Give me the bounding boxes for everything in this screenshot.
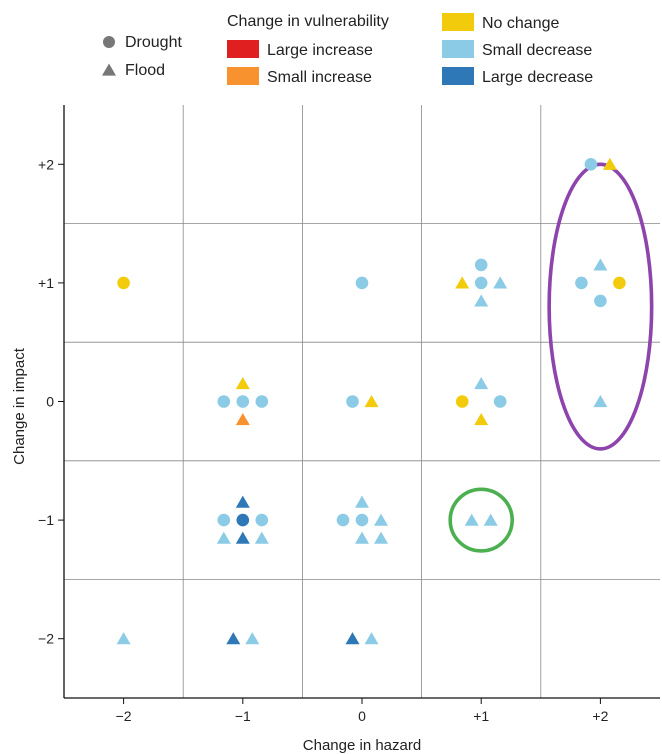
flood-point (355, 495, 369, 508)
drought-point (355, 276, 369, 290)
highlight-ellipse (448, 487, 514, 553)
flood-point (235, 531, 250, 544)
legend-circle-icon (103, 36, 115, 48)
legend-swatch (442, 40, 474, 58)
x-tick-label: +1 (473, 708, 489, 724)
drought-point (346, 395, 359, 408)
flood-point (474, 412, 489, 426)
flood-point (226, 632, 241, 645)
color-legend-title: Change in vulnerability (227, 13, 389, 30)
highlight-ellipse (547, 162, 654, 451)
flood-point (493, 276, 508, 289)
grid (64, 105, 660, 698)
y-tick-label: −2 (38, 631, 54, 647)
y-axis-title: Change in impact (11, 347, 28, 465)
color-legend: Change in vulnerability Large increase Sm… (227, 13, 593, 86)
flood-point (216, 531, 231, 544)
drought-point (236, 513, 250, 527)
flood-point (355, 531, 369, 544)
flood-point (254, 531, 269, 544)
drought-point (217, 513, 231, 527)
flood-point (474, 294, 489, 307)
legend-swatch (442, 13, 474, 31)
flood-point (235, 376, 250, 390)
drought-point (584, 158, 598, 171)
flood-point (235, 495, 250, 508)
flood-point (602, 157, 617, 170)
drought-point (236, 395, 250, 408)
y-axis-ticks: −2 −1 0 +1 +2 (38, 156, 64, 647)
data-points (116, 157, 626, 645)
plot-area: −2 −1 0 +1 +2 −2 −1 0 +1 +2 (38, 105, 660, 724)
flood-point (374, 513, 388, 526)
drought-point (455, 395, 469, 408)
legend-swatch (227, 40, 259, 58)
flood-point (116, 632, 131, 645)
drought-point (255, 513, 269, 527)
annotations (448, 162, 654, 553)
flood-point (593, 258, 608, 271)
flood-point (483, 513, 498, 526)
flood-point (474, 376, 489, 390)
flood-point (455, 276, 470, 289)
legend-swatch (442, 67, 474, 85)
legend-swatch (227, 67, 259, 85)
y-tick-label: 0 (46, 394, 54, 410)
color-legend-label: Large increase (267, 42, 373, 59)
x-tick-label: +2 (592, 708, 608, 724)
shape-legend-label: Drought (125, 34, 182, 51)
color-legend-label: Small increase (267, 69, 372, 86)
drought-point (575, 276, 588, 290)
drought-point (474, 276, 488, 290)
x-tick-label: −2 (116, 708, 132, 724)
shape-legend: Drought Flood (102, 34, 182, 79)
shape-legend-label: Flood (125, 62, 165, 79)
flood-point (345, 632, 360, 645)
color-legend-label: No change (482, 15, 559, 32)
color-legend-label: Large decrease (482, 69, 593, 86)
x-tick-label: −1 (235, 708, 251, 724)
x-tick-label: 0 (358, 708, 366, 724)
legend-triangle-icon (102, 63, 116, 76)
drought-point (255, 395, 269, 408)
drought-point (613, 276, 626, 290)
y-tick-label: +1 (38, 275, 54, 291)
flood-point (364, 394, 379, 408)
drought-point (355, 513, 369, 527)
flood-point (464, 513, 479, 526)
drought-point (474, 258, 488, 272)
flood-point (235, 412, 250, 426)
x-axis-title: Change in hazard (303, 737, 421, 754)
drought-point (217, 395, 231, 408)
drought-point (594, 294, 607, 308)
flood-point (245, 632, 260, 645)
x-axis-ticks: −2 −1 0 +1 +2 (116, 698, 609, 724)
y-tick-label: −1 (38, 512, 54, 528)
drought-point (336, 513, 350, 527)
drought-point (493, 395, 507, 408)
flood-point (364, 632, 379, 645)
flood-point (593, 394, 608, 408)
flood-point (374, 531, 388, 544)
y-tick-label: +2 (38, 156, 54, 172)
drought-point (117, 276, 130, 290)
color-legend-label: Small decrease (482, 42, 592, 59)
